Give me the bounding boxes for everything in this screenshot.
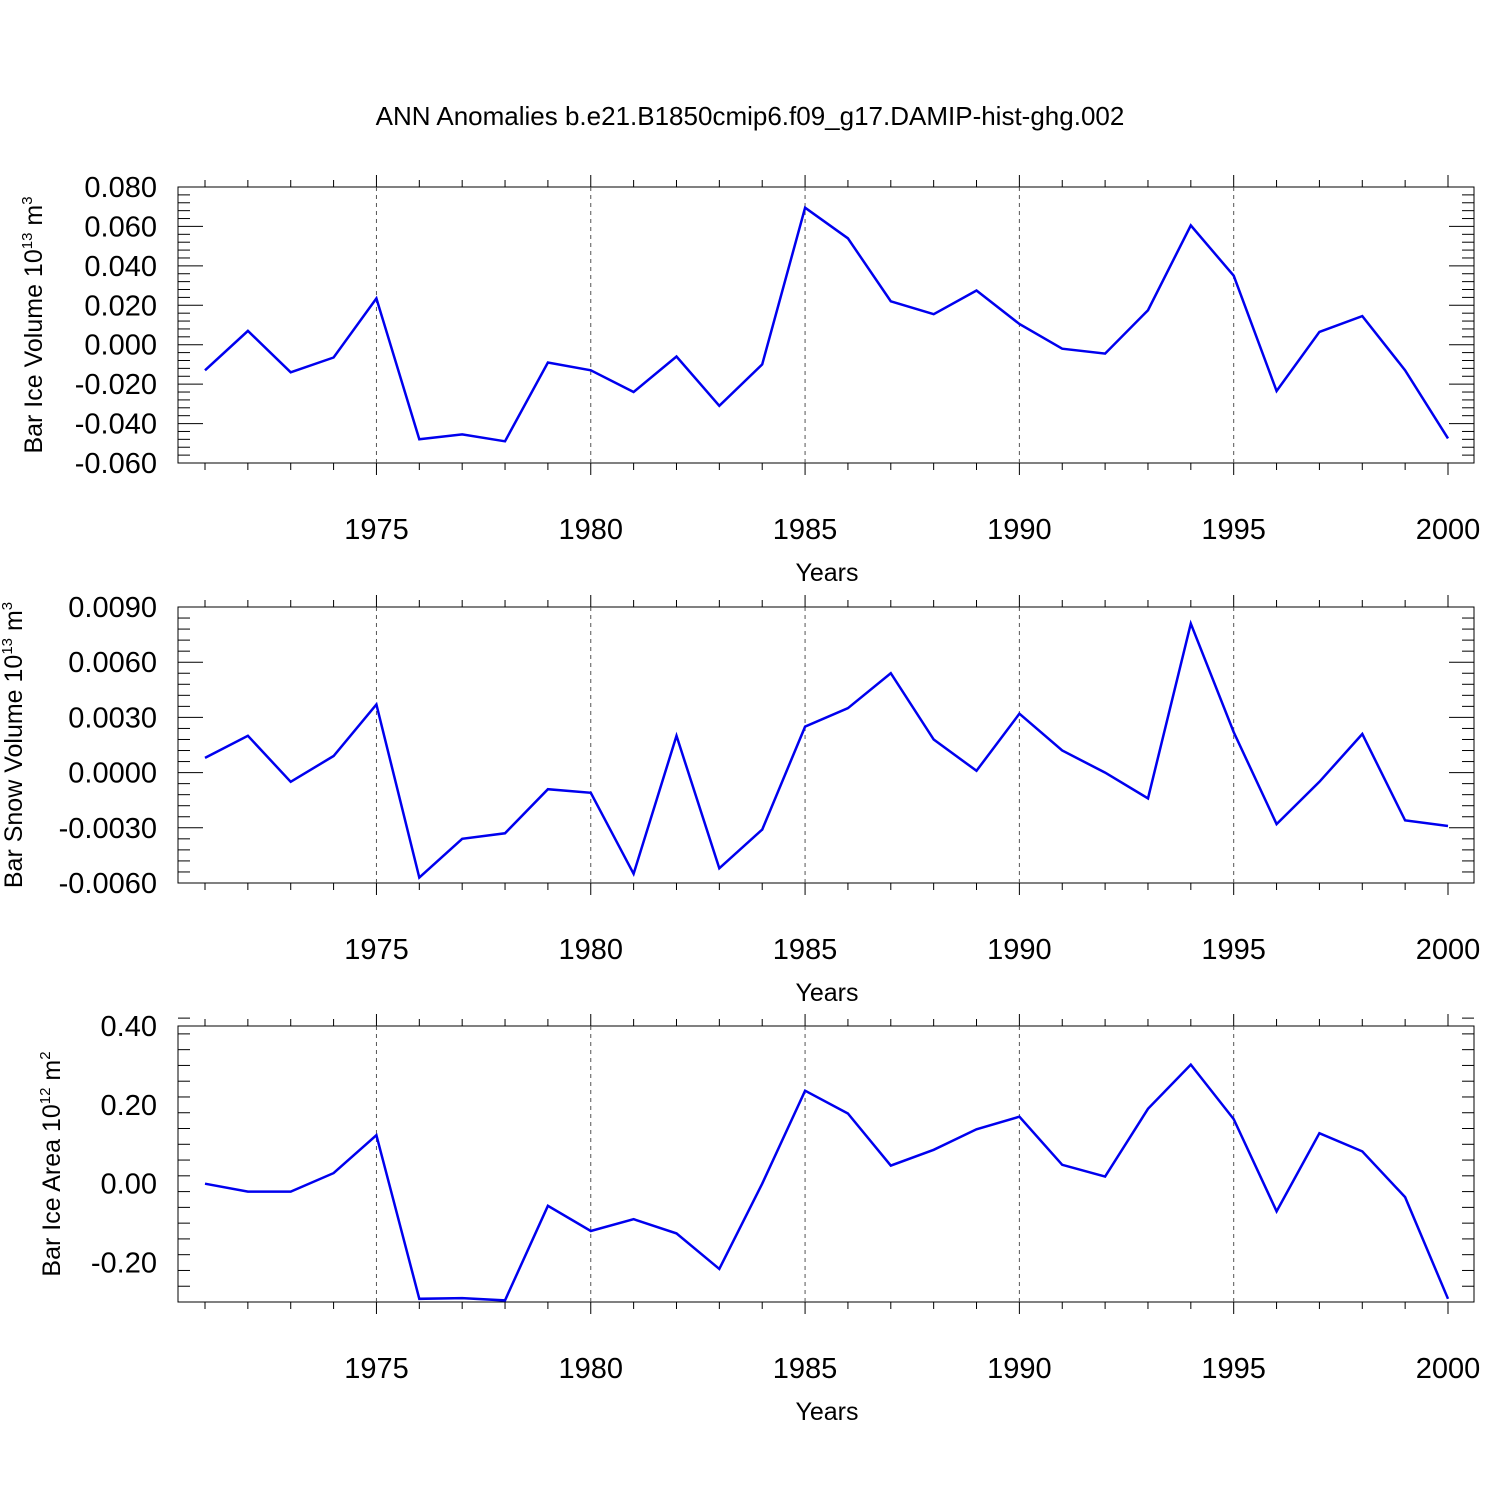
y-axis-label-unit: m xyxy=(20,205,48,233)
y-tick-label: 0.00 xyxy=(101,1169,157,1201)
y-tick-label: 0.20 xyxy=(101,1090,157,1122)
x-axis-label: Years xyxy=(795,1398,858,1426)
x-axis-label: Years xyxy=(795,979,858,1007)
x-tick-label: 1980 xyxy=(559,514,624,546)
x-tick-label: 1995 xyxy=(1201,934,1266,966)
x-tick-label: 1985 xyxy=(773,934,838,966)
y-axis-label-unit-exp: 3 xyxy=(0,602,16,610)
y-axis-label-main: Bar Ice Volume 10 xyxy=(20,249,48,453)
x-tick-label: 2000 xyxy=(1416,1353,1481,1385)
y-axis-label-exp: 12 xyxy=(37,1088,54,1105)
x-tick-label: 1980 xyxy=(559,934,624,966)
y-tick-label: -0.20 xyxy=(91,1248,157,1280)
y-axis-label: Bar Ice Area 1012 m2 xyxy=(37,1051,66,1276)
y-tick-label: -0.0060 xyxy=(59,868,157,900)
x-tick-label: 1990 xyxy=(987,934,1052,966)
series-line xyxy=(204,1062,1450,1302)
y-tick-label: 0.0030 xyxy=(68,702,157,734)
x-tick-label: 1975 xyxy=(344,1353,409,1385)
y-tick-label: 0.080 xyxy=(84,172,157,204)
y-axis-label-exp: 13 xyxy=(0,638,16,655)
y-tick-label: -0.0030 xyxy=(59,813,157,845)
x-tick-label: 2000 xyxy=(1416,514,1481,546)
y-tick-label: -0.020 xyxy=(75,369,157,401)
y-tick-label: 0.0000 xyxy=(68,758,157,790)
plot-frame xyxy=(177,1025,1475,1303)
y-tick-label: 0.020 xyxy=(84,290,157,322)
y-tick-label: 0.0060 xyxy=(68,647,157,679)
x-tick-label: 1985 xyxy=(773,514,838,546)
plot-frame xyxy=(177,606,1475,884)
panel-3: -0.20 0.00 0.20 0.40 1975 1980 1985 1990 1995 200… xyxy=(37,1011,1480,1426)
y-axis-label-unit: m xyxy=(0,610,28,638)
x-tick-label: 1995 xyxy=(1201,514,1266,546)
y-axis-label-unit: m xyxy=(38,1060,66,1088)
series-line xyxy=(204,205,1450,443)
panels: -0.060 -0.040 -0.020 0.000 0.020 0.040 0.060 0.… xyxy=(0,172,1480,1426)
figure-title: ANN Anomalies b.e21.B1850cmip6.f09_g17.D… xyxy=(376,101,1125,131)
y-tick-label: 0.0090 xyxy=(68,592,157,624)
y-tick-label: 0.040 xyxy=(84,251,157,283)
y-axis-label-main: Bar Ice Area 10 xyxy=(38,1104,66,1276)
y-tick-label: -0.060 xyxy=(75,448,157,480)
panel-2: -0.0060 -0.0030 0.0000 0.0030 0.0060 0.0090 19… xyxy=(0,592,1480,1007)
x-tick-label: 1975 xyxy=(344,934,409,966)
x-tick-label: 1995 xyxy=(1201,1353,1266,1385)
x-tick-label: 1990 xyxy=(987,1353,1052,1385)
y-axis-label: Bar Snow Volume 1013 m3 xyxy=(0,602,28,888)
plot-frame xyxy=(177,186,1475,464)
series-line xyxy=(204,619,1449,880)
x-tick-label: 2000 xyxy=(1416,934,1481,966)
y-tick-label: 0.40 xyxy=(101,1011,157,1043)
y-axis-label: Bar Ice Volume 1013 m3 xyxy=(19,196,48,453)
x-tick-label: 1990 xyxy=(987,514,1052,546)
y-axis-label-unit-exp: 2 xyxy=(37,1051,54,1059)
y-tick-label: 0.060 xyxy=(84,211,157,243)
panel-1: -0.060 -0.040 -0.020 0.000 0.020 0.040 0.060 0.… xyxy=(19,172,1480,587)
x-tick-label: 1980 xyxy=(559,1353,624,1385)
y-axis-label-main: Bar Snow Volume 10 xyxy=(0,655,28,888)
y-axis-label-exp: 13 xyxy=(19,233,36,250)
y-tick-label: -0.040 xyxy=(75,409,157,441)
x-tick-label: 1985 xyxy=(773,1353,838,1385)
x-tick-label: 1975 xyxy=(344,514,409,546)
y-tick-label: 0.000 xyxy=(84,330,157,362)
y-axis-label-unit-exp: 3 xyxy=(19,196,36,204)
x-axis-label: Years xyxy=(795,559,858,587)
